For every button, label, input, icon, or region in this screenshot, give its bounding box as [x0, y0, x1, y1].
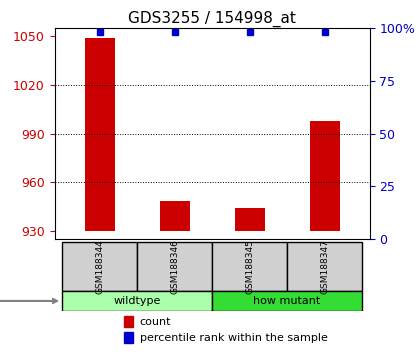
FancyBboxPatch shape [137, 242, 212, 291]
Text: GSM188347: GSM188347 [320, 239, 329, 294]
Text: GSM188345: GSM188345 [245, 239, 254, 294]
Bar [235, 208, 265, 230]
Text: how mutant: how mutant [254, 296, 321, 306]
Text: count: count [139, 317, 171, 327]
Text: percentile rank within the sample: percentile rank within the sample [139, 333, 328, 343]
Text: GSM188344: GSM188344 [95, 239, 104, 294]
Bar [124, 332, 134, 343]
Bar [84, 38, 115, 230]
Bar [310, 121, 340, 230]
FancyBboxPatch shape [287, 242, 362, 291]
Text: GSM188346: GSM188346 [170, 239, 179, 294]
Text: wildtype: wildtype [113, 296, 161, 306]
FancyBboxPatch shape [212, 242, 287, 291]
Text: genotype/variation: genotype/variation [0, 296, 57, 306]
FancyBboxPatch shape [62, 291, 212, 311]
Title: GDS3255 / 154998_at: GDS3255 / 154998_at [128, 11, 296, 27]
Bar [124, 316, 134, 327]
Bar [160, 201, 189, 230]
FancyBboxPatch shape [212, 291, 362, 311]
FancyBboxPatch shape [62, 242, 137, 291]
